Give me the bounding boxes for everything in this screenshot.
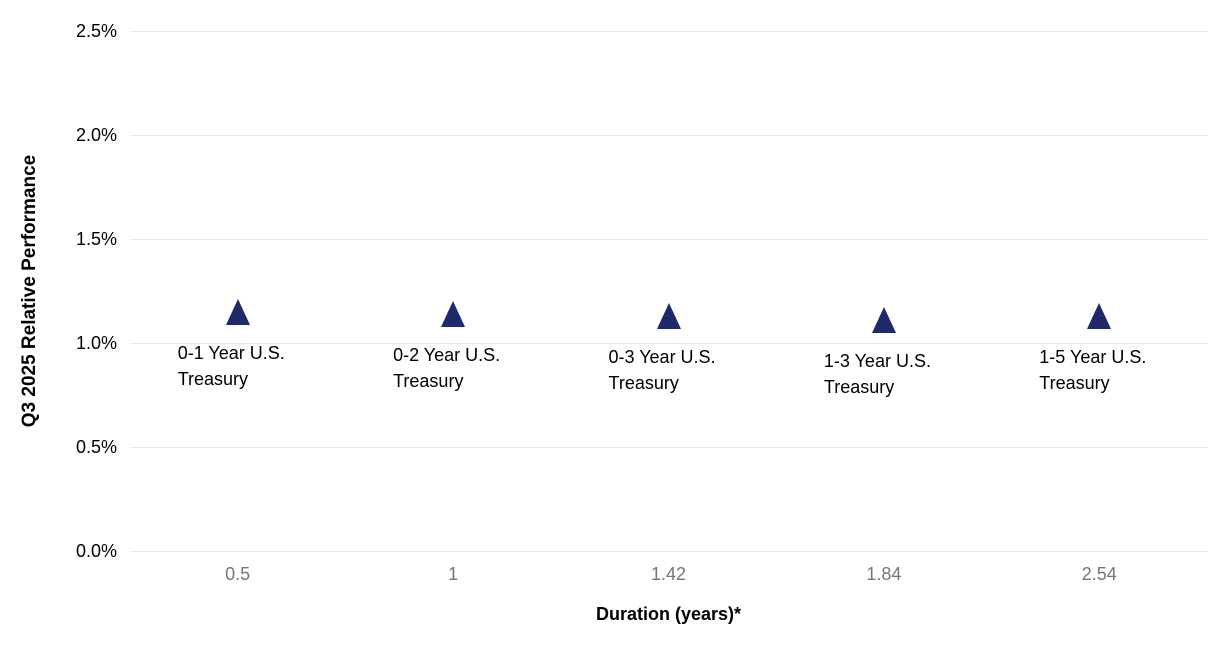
- plot-area: 0-1 Year U.S. Treasury 0-2 Year U.S. Treasu…: [130, 31, 1207, 552]
- x-axis-title: Duration (years)*: [595, 604, 742, 624]
- y-axis-title: Q3 2025 Relative Performance: [19, 154, 40, 428]
- gridline: [130, 447, 1207, 448]
- data-point-label-line: Treasury: [1039, 372, 1110, 393]
- y-tick-label: 1.0%: [75, 333, 117, 353]
- gridline: [130, 551, 1207, 552]
- y-tick-label: 2.0%: [75, 125, 117, 145]
- data-point-label: 1-3 Year U.S. Treasury: [824, 348, 1004, 400]
- data-point-label: 1-5 Year U.S. Treasury: [1039, 344, 1219, 396]
- data-point-label-line: Treasury: [823, 377, 895, 398]
- gridline: [130, 343, 1207, 344]
- data-point-label: 0-1 Year U.S. Treasury: [178, 340, 358, 392]
- data-point-triangle-marker: [656, 302, 681, 329]
- data-point-label: 0-3 Year U.S. Treasury: [609, 344, 789, 396]
- data-point-triangle-marker: [225, 298, 250, 325]
- gridline: [130, 135, 1207, 136]
- data-point-label-line: 1-5 Year U.S.: [1039, 346, 1147, 367]
- data-point-triangle-marker: [871, 307, 896, 334]
- x-tick-label: 1: [448, 564, 459, 584]
- y-tick-label: 0.5%: [75, 437, 117, 457]
- x-tick-label: 1.84: [866, 564, 902, 584]
- data-point-label-line: Treasury: [608, 372, 679, 393]
- data-point-label-line: 1-3 Year U.S.: [823, 351, 931, 372]
- data-point-label-line: Treasury: [393, 370, 464, 391]
- gridline: [130, 31, 1207, 32]
- data-point-label: 0-2 Year U.S. Treasury: [393, 342, 573, 394]
- data-point-label-line: Treasury: [177, 368, 249, 389]
- data-point-triangle-marker: [441, 300, 466, 327]
- data-point-label-line: 0-3 Year U.S.: [608, 346, 716, 367]
- data-point-triangle-marker: [1087, 302, 1112, 329]
- y-tick-label: 0.0%: [75, 541, 117, 561]
- gridline: [130, 239, 1207, 240]
- data-point-label-line: 0-1 Year U.S.: [177, 342, 285, 363]
- x-tick-label: 2.54: [1081, 564, 1117, 584]
- y-tick-label: 1.5%: [75, 229, 117, 249]
- x-tick-label: 0.5: [225, 564, 251, 584]
- data-point-label-line: 0-2 Year U.S.: [393, 344, 501, 365]
- x-tick-label: 1.42: [650, 564, 687, 584]
- y-tick-label: 2.5%: [75, 21, 117, 41]
